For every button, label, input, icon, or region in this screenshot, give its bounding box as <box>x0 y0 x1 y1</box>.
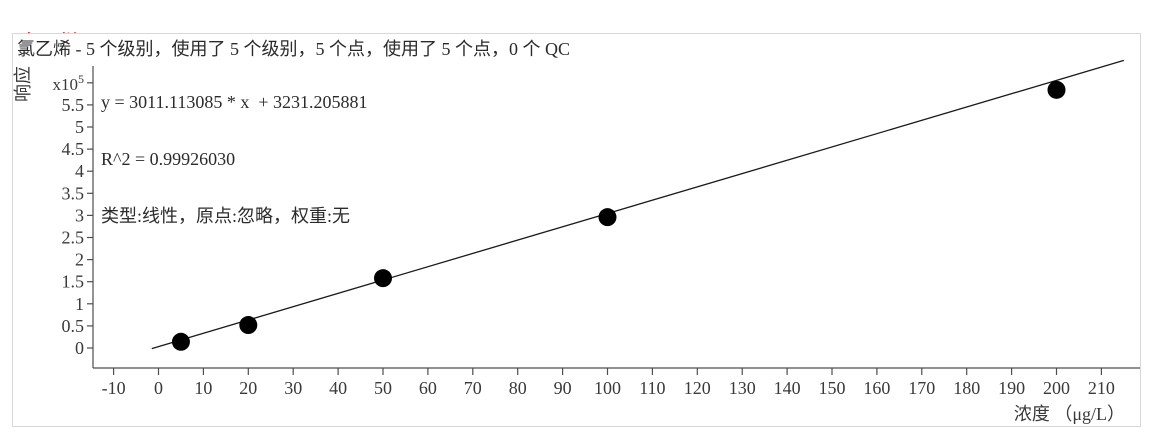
x-tick-label: 150 <box>819 378 846 398</box>
x-tick-label: 90 <box>554 378 572 398</box>
y-tick-label: 2.5 <box>62 228 85 248</box>
data-point <box>171 332 190 351</box>
fit-equation-block: y = 3011.113085 * x + 3231.205881 R^2 = … <box>101 55 367 264</box>
fit-type-line: 类型:线性，原点:忽略，权重:无 <box>101 206 351 226</box>
x-tick-label: 130 <box>729 378 756 398</box>
y-tick-label: 3.5 <box>62 183 85 203</box>
x-tick-label: 110 <box>639 378 665 398</box>
x-tick-label: 50 <box>374 378 392 398</box>
data-point <box>1047 80 1066 99</box>
x-tick-label: 200 <box>1043 378 1070 398</box>
curve-summary-line: 氯乙烯 - 5 个级别，使用了 5 个级别，5 个点，使用了 5 个点，0 个 … <box>17 39 570 59</box>
y-tick-label: 4.5 <box>62 139 85 159</box>
y-tick-label: 0 <box>75 338 84 358</box>
x-tick-label: 10 <box>194 378 212 398</box>
x-tick-label: 0 <box>154 378 163 398</box>
x-tick-label: 180 <box>953 378 980 398</box>
x-tick-label: 210 <box>1088 378 1115 398</box>
x-tick-label: 120 <box>684 378 711 398</box>
data-point <box>374 269 392 288</box>
y-tick-label: 1.5 <box>62 272 85 292</box>
x-tick-label: 20 <box>239 378 257 398</box>
y-tick-label: 0.5 <box>62 316 85 336</box>
x-tick-label: 70 <box>464 378 482 398</box>
x-tick-label: 80 <box>509 378 527 398</box>
x-tick-label: 30 <box>284 378 302 398</box>
y-axis-title: 响应 <box>13 66 33 102</box>
x-tick-label: 170 <box>908 378 935 398</box>
x-tick-label: 100 <box>594 378 621 398</box>
data-point <box>239 316 258 335</box>
x-axis-title: 浓度 （μg/L） <box>1014 404 1125 424</box>
fit-r-squared: R^2 = 0.99926030 <box>101 149 236 169</box>
y-tick-label: 3 <box>75 205 84 225</box>
x-tick-label: 190 <box>998 378 1025 398</box>
x-tick-label: -10 <box>102 378 126 398</box>
x-tick-label: 40 <box>329 378 347 398</box>
fit-equation: y = 3011.113085 * x + 3231.205881 <box>101 92 368 112</box>
y-tick-label: 2 <box>75 250 84 270</box>
y-tick-label: 1 <box>75 294 84 314</box>
y-tick-label: 5 <box>75 117 84 137</box>
x-tick-label: 60 <box>419 378 437 398</box>
x-tick-label: 140 <box>774 378 801 398</box>
y-tick-label: 5.5 <box>62 95 85 115</box>
data-point <box>598 208 617 227</box>
y-scale-label: x105 <box>53 72 85 94</box>
x-tick-label: 160 <box>863 378 890 398</box>
y-tick-label: 4 <box>75 161 84 181</box>
calibration-chart-panel: 氯乙烯 - 5 个级别，使用了 5 个级别，5 个点，使用了 5 个点，0 个 … <box>12 33 1141 427</box>
fit-line <box>151 59 1125 350</box>
